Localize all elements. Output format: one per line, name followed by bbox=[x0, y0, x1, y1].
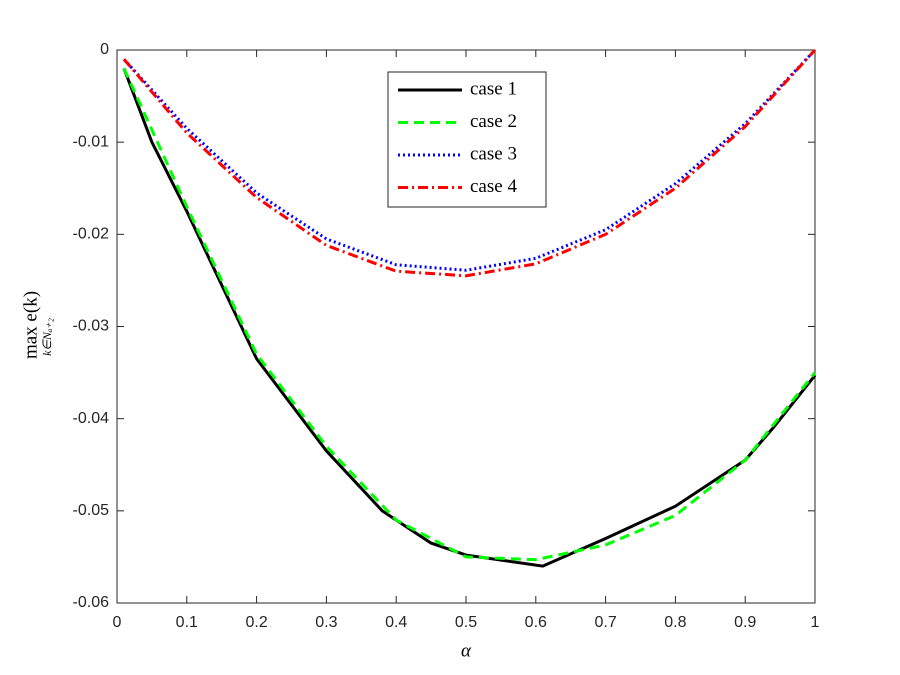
x-tick-label: 0.2 bbox=[245, 614, 267, 631]
y-tick-label: -0.03 bbox=[73, 318, 110, 335]
series-line bbox=[122, 67, 817, 562]
y-tick-label: -0.04 bbox=[73, 410, 110, 427]
legend-box bbox=[387, 71, 547, 208]
legend-label: case 3 bbox=[470, 143, 517, 164]
series-line bbox=[122, 48, 817, 278]
x-tick-label: 0.7 bbox=[594, 614, 616, 631]
x-tick-label: 0.3 bbox=[315, 614, 337, 631]
y-tick-label: -0.02 bbox=[73, 226, 110, 243]
x-tick-label: 0.5 bbox=[455, 614, 477, 631]
x-tick-label: 1 bbox=[811, 614, 820, 631]
legend-label: case 4 bbox=[470, 176, 517, 197]
x-tick-label: 0.4 bbox=[385, 614, 407, 631]
x-tick-label: 0.9 bbox=[734, 614, 756, 631]
legend-label: case 2 bbox=[470, 111, 517, 132]
y-axis-label-subscript: k∈Nₐ₊₂ bbox=[40, 318, 54, 356]
y-tick-label: 0 bbox=[100, 41, 109, 58]
series-line bbox=[122, 48, 817, 272]
x-tick-label: 0 bbox=[113, 614, 122, 631]
y-axis-label: max e(k) bbox=[20, 291, 41, 359]
x-tick-label: 0.8 bbox=[664, 614, 686, 631]
x-tick-label: 0.6 bbox=[525, 614, 547, 631]
y-axis-label-group: max e(k) k∈Nₐ₊₂ bbox=[20, 291, 53, 359]
y-tick-label: -0.06 bbox=[73, 594, 110, 611]
x-tick-label: 0.1 bbox=[176, 614, 198, 631]
y-tick-label: -0.01 bbox=[73, 133, 110, 150]
y-tick-label: -0.05 bbox=[73, 502, 110, 519]
x-axis-label: α bbox=[461, 640, 472, 661]
legend-label: case 1 bbox=[470, 78, 517, 99]
